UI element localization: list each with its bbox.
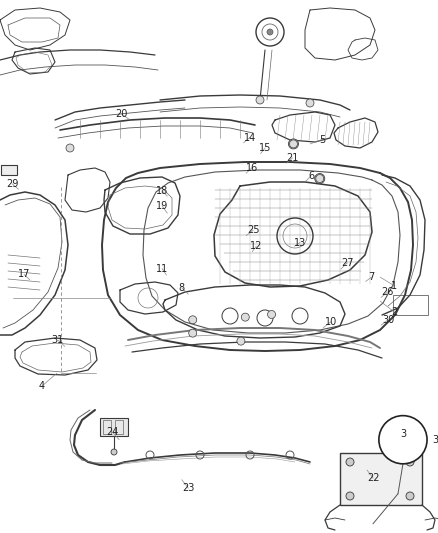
Text: 15: 15 [259, 143, 271, 153]
Circle shape [306, 99, 314, 107]
Text: 10: 10 [325, 317, 337, 327]
Text: 21: 21 [286, 153, 299, 163]
Text: 4: 4 [39, 382, 45, 391]
Circle shape [346, 458, 354, 466]
Circle shape [406, 492, 414, 500]
Circle shape [289, 139, 298, 149]
Circle shape [290, 140, 297, 148]
Bar [100, 418, 128, 436]
Text: 23: 23 [182, 483, 194, 493]
Bar [393, 295, 428, 315]
Text: 13: 13 [294, 238, 306, 247]
Circle shape [268, 310, 276, 319]
Circle shape [267, 29, 273, 35]
Text: 14: 14 [244, 133, 256, 142]
Circle shape [66, 144, 74, 152]
Text: 20: 20 [116, 109, 128, 119]
Circle shape [316, 174, 324, 183]
Text: 3: 3 [400, 429, 406, 439]
Text: 2: 2 [391, 307, 397, 317]
Text: 29: 29 [6, 179, 18, 189]
Text: 30: 30 [382, 315, 394, 325]
Text: 5: 5 [319, 135, 325, 144]
Bar [103, 420, 111, 434]
Bar [340, 453, 422, 505]
Bar [1, 165, 17, 175]
Text: 17: 17 [18, 270, 30, 279]
Text: 25: 25 [247, 225, 259, 235]
Circle shape [406, 458, 414, 466]
Circle shape [189, 316, 197, 324]
Text: 8: 8 [179, 283, 185, 293]
Text: 22: 22 [367, 473, 379, 483]
Circle shape [241, 313, 249, 321]
Circle shape [315, 174, 325, 183]
Text: 18: 18 [156, 186, 168, 196]
Text: 12: 12 [250, 241, 262, 251]
Text: 3: 3 [432, 435, 438, 445]
Text: 31: 31 [52, 335, 64, 345]
Text: 7: 7 [368, 272, 374, 282]
Circle shape [291, 142, 296, 146]
Bar [115, 420, 123, 434]
Text: 27: 27 [341, 258, 353, 268]
Circle shape [379, 416, 427, 464]
Text: 1: 1 [391, 281, 397, 290]
Text: 6: 6 [308, 171, 314, 181]
Circle shape [346, 492, 354, 500]
Circle shape [256, 96, 264, 104]
Text: 24: 24 [106, 427, 119, 437]
Circle shape [111, 449, 117, 455]
Circle shape [189, 329, 197, 337]
Circle shape [237, 337, 245, 345]
Text: 19: 19 [156, 201, 168, 211]
Text: 16: 16 [246, 163, 258, 173]
Text: 26: 26 [381, 287, 394, 297]
Text: 11: 11 [156, 264, 168, 273]
